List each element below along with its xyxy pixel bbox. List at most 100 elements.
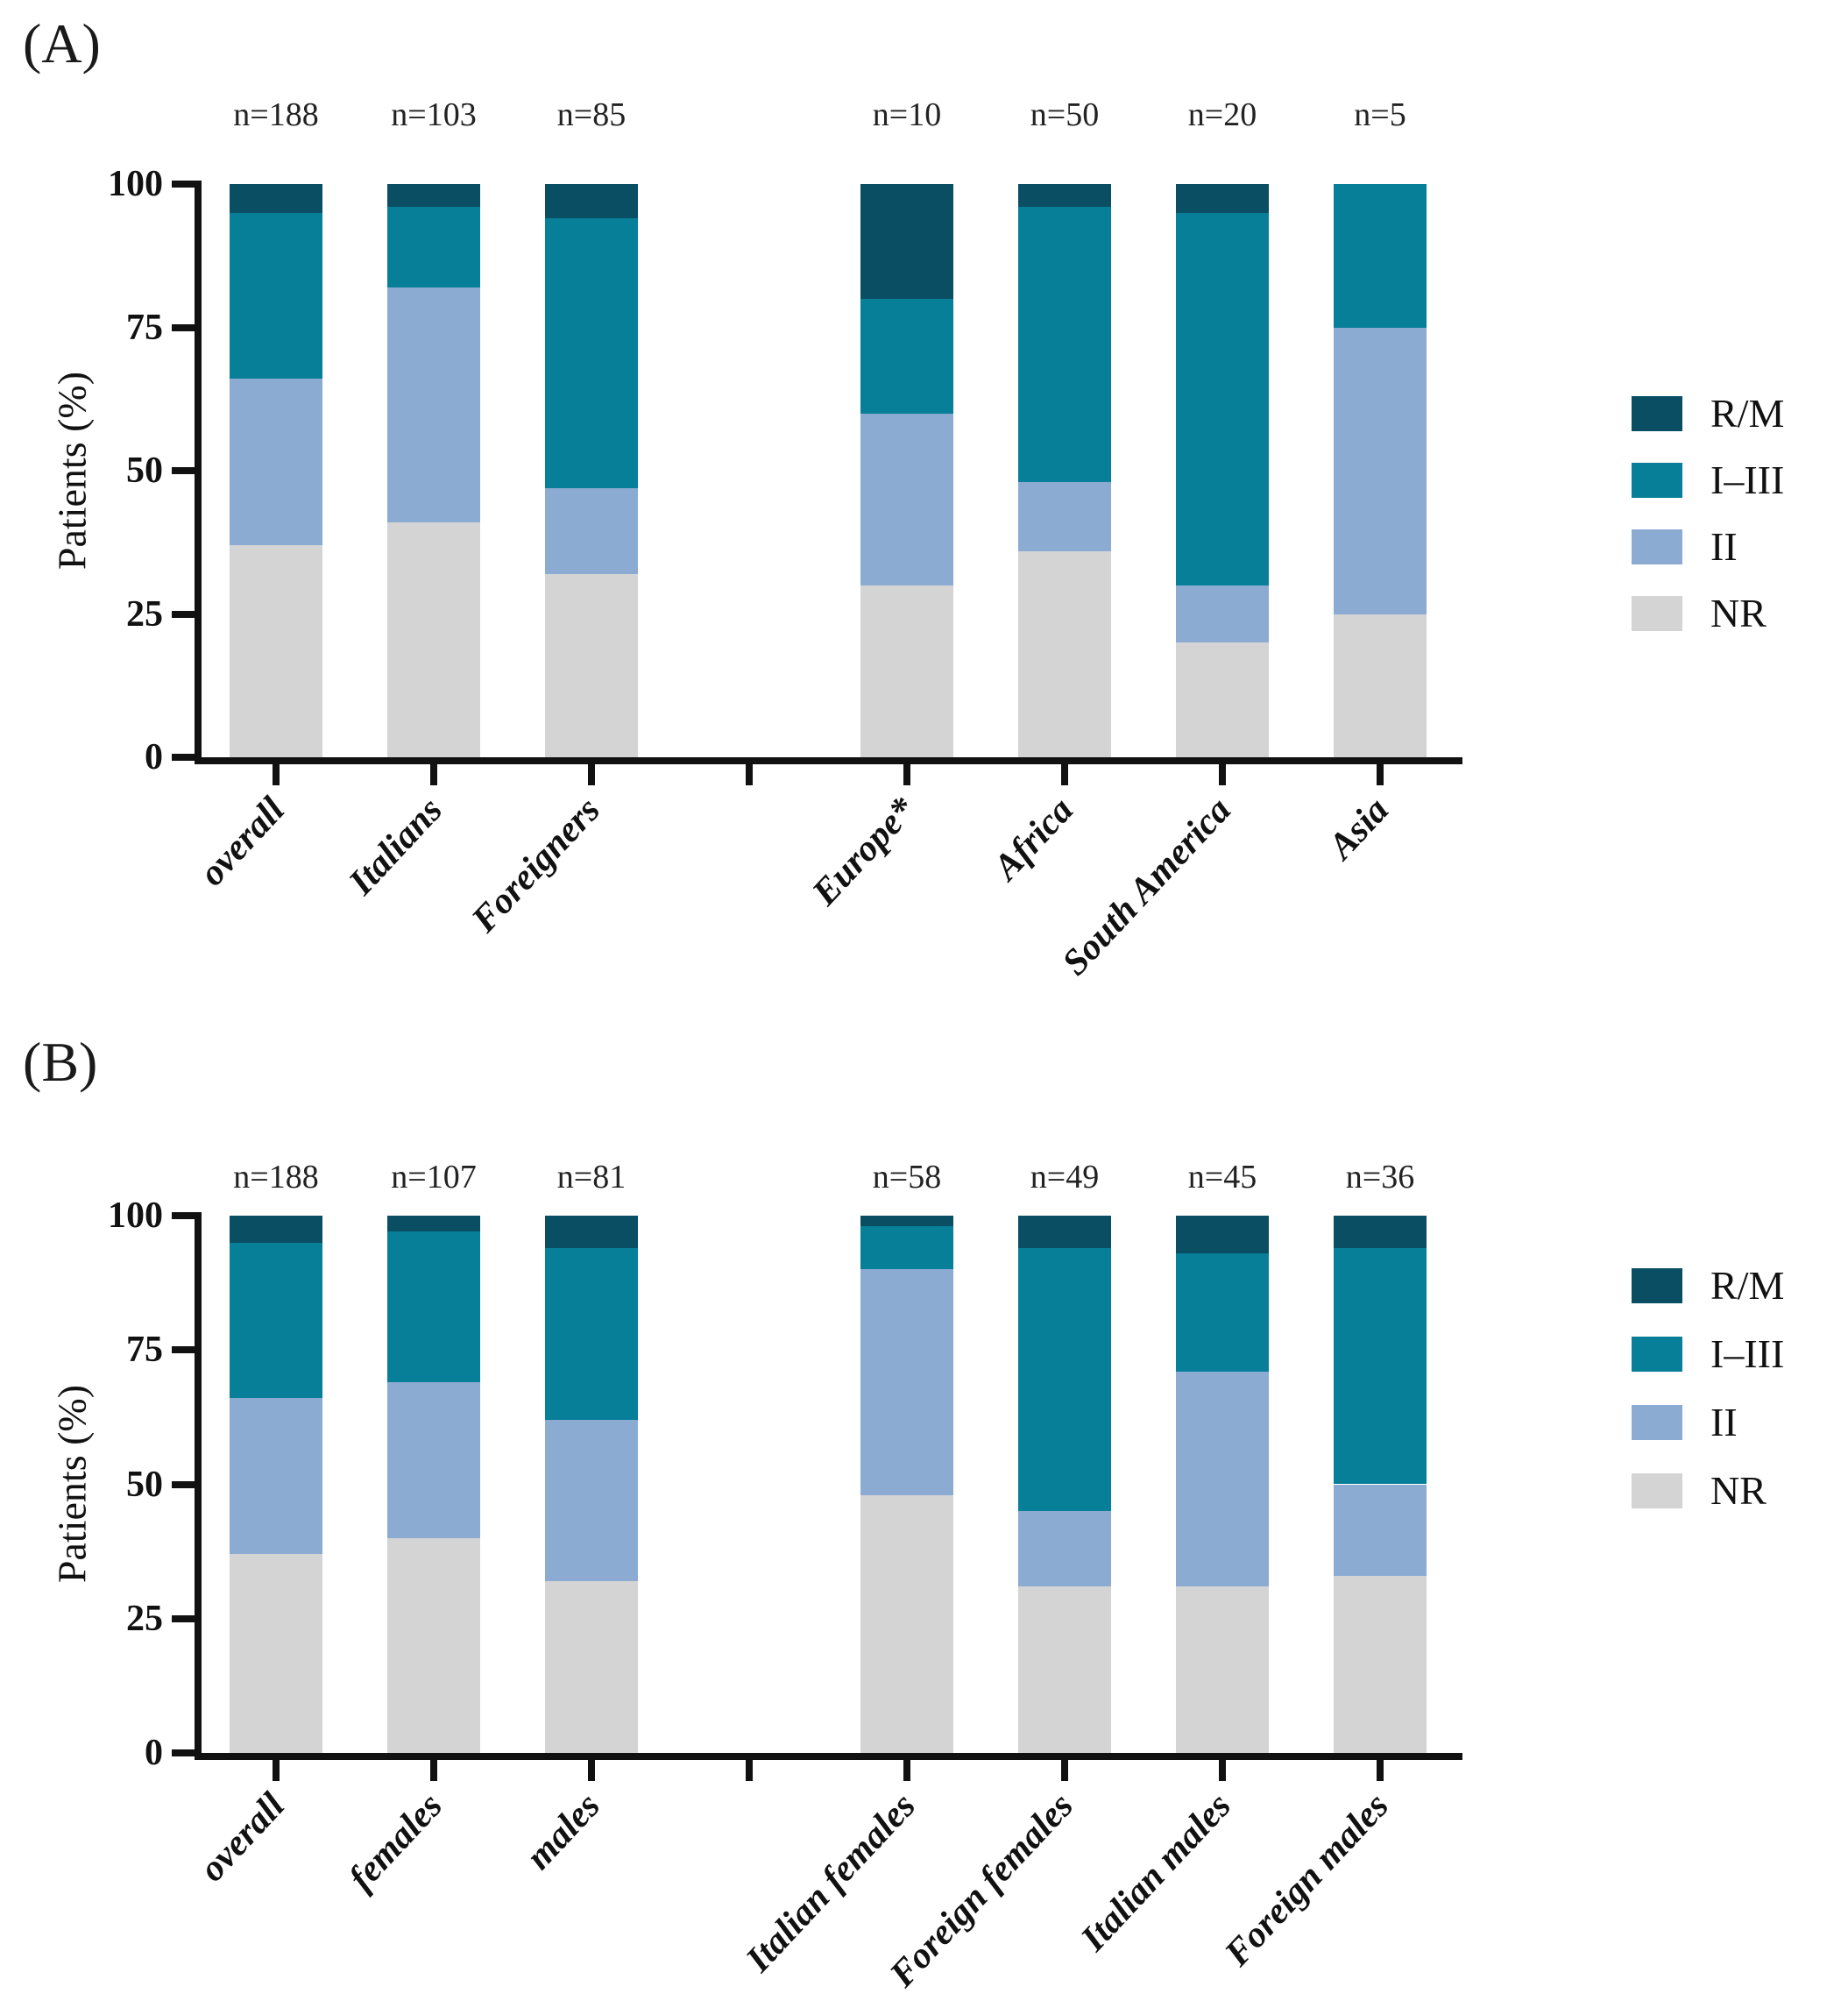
x-tick [273,764,280,785]
bar-segment [1176,212,1269,585]
y-tick-label: 25 [126,593,163,635]
x-tick [1219,764,1226,785]
bar-segment [545,218,638,488]
bar-segment [860,413,953,585]
legend-swatch-i-iii [1632,1337,1682,1372]
x-tick [430,764,437,785]
legend-label: R/M [1710,391,1785,436]
bar-segment [860,298,953,414]
legend-swatch-ii [1632,529,1682,564]
bar-segment [545,184,638,219]
y-tick [172,1480,195,1488]
y-tick-label: 75 [126,1330,163,1371]
bar-segment [1334,184,1427,328]
bar-segment [1018,184,1111,208]
bar-segment [1018,1511,1111,1586]
x-tick [903,1760,910,1781]
legend-swatch-r-m [1632,1268,1682,1303]
bar-segment [387,207,480,287]
bar-segment [860,184,953,299]
bar-segment [545,1216,638,1248]
n-count-label: n=50 [1030,96,1100,133]
bar-segment [230,1554,322,1753]
bar-segment [387,1382,480,1538]
bar-segment [545,487,638,574]
y-tick [172,610,195,618]
n-count-label: n=81 [556,1159,627,1196]
x-axis-line [195,757,1462,764]
bar-segment [1176,1216,1269,1253]
legend-label: R/M [1710,1263,1785,1308]
bar-segment [1334,614,1427,757]
x-tick [746,1760,753,1781]
y-tick-label: 50 [126,451,163,491]
bar-segment [860,1226,953,1270]
y-tick [172,1346,195,1354]
y-axis-line [195,1212,202,1760]
bar-segment [1018,1216,1111,1248]
x-tick [746,764,753,785]
bar-segment [230,212,322,380]
bar-segment [1334,1484,1427,1576]
n-count-label: n=45 [1187,1159,1257,1196]
n-count-label: n=107 [391,1159,477,1196]
bar-segment [1176,1586,1269,1753]
bar-segment [1018,1586,1111,1753]
y-tick [172,1614,195,1622]
bar-segment [1018,550,1111,757]
bar-segment [387,184,480,208]
bar-segment [1334,1216,1427,1248]
bar-segment [860,1269,953,1495]
y-tick [172,1749,195,1756]
legend-label: II [1710,1400,1738,1444]
bar-segment [230,545,322,757]
x-axis-line [195,1753,1462,1760]
legend-swatch-nr [1632,1473,1682,1508]
n-count-label: n=20 [1187,96,1257,133]
n-count-label: n=5 [1354,96,1406,133]
bar-segment [1018,207,1111,483]
legend-label: II [1710,524,1738,569]
x-tick [1061,1760,1068,1781]
x-tick [430,1760,437,1781]
bar-segment [1018,1247,1111,1512]
n-count-label: n=85 [556,96,627,133]
bar-segment [387,1537,480,1753]
bar-segment [1334,1247,1427,1485]
bar-segment [1334,1575,1427,1753]
y-tick-label: 50 [126,1464,163,1505]
legend-label: I–III [1710,458,1785,502]
bar-segment [860,1494,953,1753]
n-count-label: n=58 [872,1159,942,1196]
y-tick [172,754,195,761]
y-tick-label: 75 [126,307,163,348]
legend-label: I–III [1710,1331,1785,1376]
n-count-label: n=10 [872,96,942,133]
n-count-label: n=188 [233,96,319,133]
y-tick [172,323,195,331]
bar-segment [230,184,322,213]
bar-segment [545,1247,638,1420]
bar-segment [230,379,322,546]
y-tick [172,181,195,188]
y-tick-label: 100 [108,1196,163,1236]
bar-segment [387,1231,480,1382]
panel-label-a: (A) [23,12,101,74]
legend-swatch-i-iii [1632,463,1682,498]
x-tick [588,1760,595,1781]
x-tick [1377,1760,1384,1781]
y-tick [172,1212,195,1219]
bar-segment [545,573,638,757]
legend-swatch-r-m [1632,396,1682,431]
x-tick [1219,1760,1226,1781]
y-tick-label: 0 [145,737,163,777]
bar-segment [387,1216,480,1232]
bar-segment [1176,1371,1269,1586]
n-count-label: n=188 [233,1159,319,1196]
bar-segment [230,1216,322,1243]
legend-label: NR [1710,591,1767,635]
x-tick [903,764,910,785]
